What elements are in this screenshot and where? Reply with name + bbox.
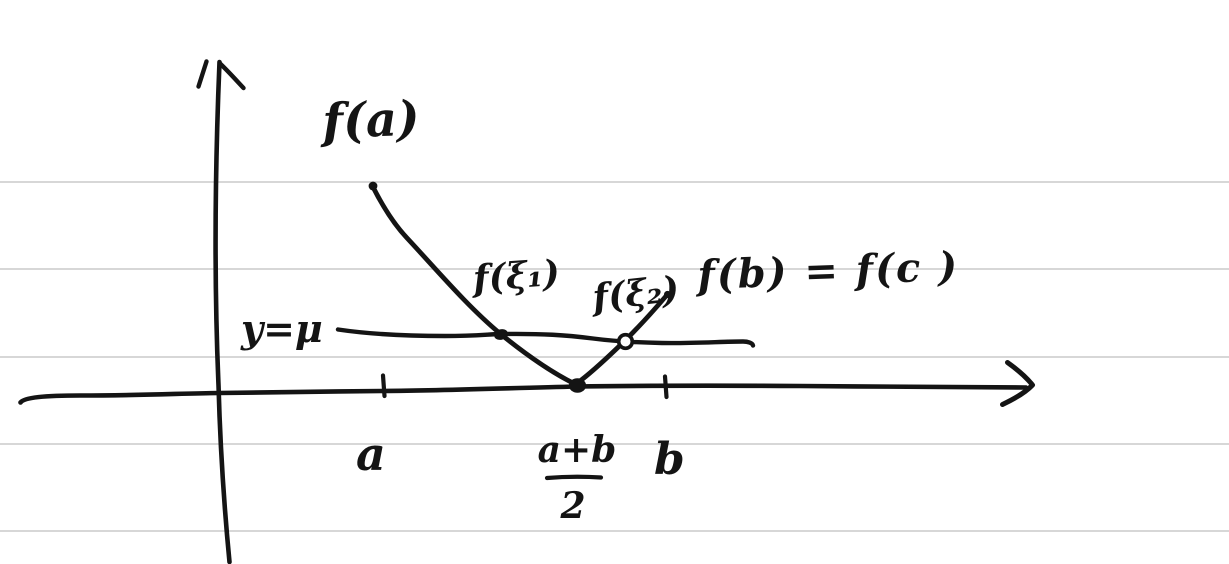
x-axis [18, 360, 1035, 407]
label-f-xi2: f(ξ₂) [588, 268, 682, 319]
y-axis [196, 59, 246, 564]
label-tick-a: a [356, 427, 386, 481]
curve-descending-path [370, 183, 577, 386]
level-line-y-mu [335, 327, 756, 348]
label-tick-b: b [654, 434, 685, 485]
curve-start-dot [368, 181, 378, 191]
x-tick-a [380, 373, 387, 399]
midpoint-filled-dot [568, 378, 587, 393]
curve-descending-branch [368, 181, 577, 386]
y-axis-arrowhead-right-barb [217, 61, 246, 91]
xi1-intersection-filled-dot [494, 329, 508, 340]
fraction-numerator: a+b [538, 429, 617, 471]
xi2-open-circle [616, 332, 635, 351]
label-equation-fb-fc: f(b) = f(c ) [694, 243, 960, 299]
x-axis-arrowhead [1000, 360, 1035, 407]
x-axis-line [18, 383, 1029, 405]
fraction-bar [544, 474, 604, 481]
label-midpoint-fraction: a+b 2 [538, 429, 617, 527]
ruled-lines [0, 181, 1229, 532]
y-axis-arrowhead-left-barb [196, 59, 209, 89]
curve-end-dot [663, 290, 672, 299]
fraction-denominator: 2 [559, 485, 585, 527]
label-y-equals-mu: y=μ [240, 306, 323, 351]
label-f-a: f(a) [318, 91, 420, 150]
y-axis-line [213, 59, 232, 564]
x-tick-b [662, 374, 669, 400]
label-f-xi1: f(ξ₁) [469, 252, 561, 300]
